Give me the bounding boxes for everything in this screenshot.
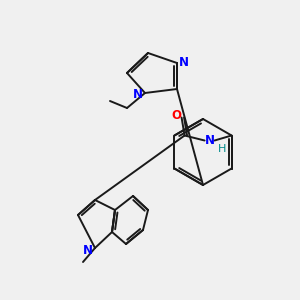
Text: N: N — [83, 244, 93, 256]
Text: N: N — [133, 88, 143, 100]
Text: N: N — [179, 56, 189, 68]
Text: H: H — [218, 143, 226, 154]
Text: O: O — [172, 109, 182, 122]
Text: N: N — [205, 134, 214, 147]
